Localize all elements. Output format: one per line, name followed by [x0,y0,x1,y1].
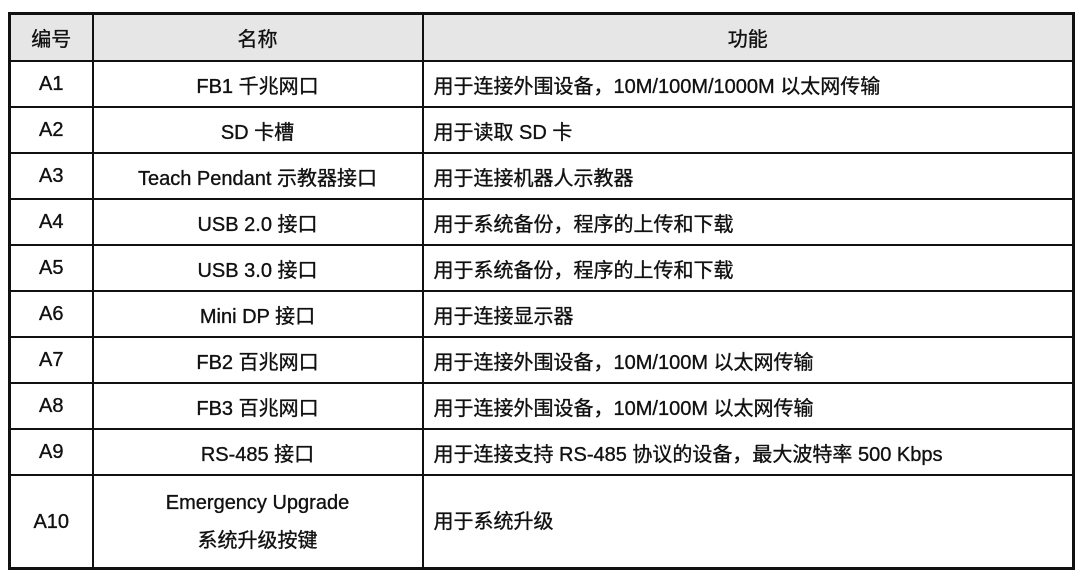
name-line-2: 系统升级按键 [197,529,318,552]
cell-id: A9 [8,428,94,476]
table-row: A2 SD 卡槽 用于读取 SD 卡 [8,106,1075,154]
header-id: 编号 [8,12,94,62]
header-name: 名称 [91,12,424,62]
table-row: A9 RS-485 接口 用于连接支持 RS-485 协议的设备，最大波特率 500… [8,428,1075,476]
cell-function: 用于连接机器人示教器 [421,152,1075,200]
cell-name: Mini DP 接口 [91,290,424,338]
cell-function: 用于连接显示器 [421,290,1075,338]
header-function: 功能 [421,12,1075,62]
cell-id: A4 [8,198,94,246]
cell-id: A5 [8,244,94,292]
table-row: A4 USB 2.0 接口 用于系统备份，程序的上传和下载 [8,198,1075,246]
cell-function: 用于系统备份，程序的上传和下载 [421,198,1075,246]
table-row: A10 Emergency Upgrade 系统升级按键 用于系统升级 [8,474,1075,570]
cell-name: Emergency Upgrade 系统升级按键 [91,474,424,570]
cell-function: 用于连接外围设备，10M/100M/1000M 以太网传输 [421,60,1075,108]
cell-name: USB 3.0 接口 [91,244,424,292]
cell-id: A8 [8,382,94,430]
table-row: A5 USB 3.0 接口 用于系统备份，程序的上传和下载 [8,244,1075,292]
cell-function: 用于连接支持 RS-485 协议的设备，最大波特率 500 Kbps [421,428,1075,476]
port-table: 编号 名称 功能 A1 FB1 千兆网口 用于连接外围设备，10M/100M/100… [8,12,1075,570]
table-row: A7 FB2 百兆网口 用于连接外围设备，10M/100M 以太网传输 [8,336,1075,384]
cell-id: A7 [8,336,94,384]
table-row: A8 FB3 百兆网口 用于连接外围设备，10M/100M 以太网传输 [8,382,1075,430]
cell-name: FB3 百兆网口 [91,382,424,430]
cell-function: 用于系统升级 [421,474,1075,570]
cell-name: FB1 千兆网口 [91,60,424,108]
cell-id: A3 [8,152,94,200]
cell-function: 用于读取 SD 卡 [421,106,1075,154]
cell-id: A2 [8,106,94,154]
name-line-1: Emergency Upgrade [165,491,350,514]
header-row: 编号 名称 功能 [8,12,1075,62]
cell-function: 用于系统备份，程序的上传和下载 [421,244,1075,292]
cell-name: Teach Pendant 示教器接口 [91,152,424,200]
cell-id: A10 [8,474,94,570]
cell-name: USB 2.0 接口 [91,198,424,246]
cell-id: A6 [8,290,94,338]
table-row: A1 FB1 千兆网口 用于连接外围设备，10M/100M/1000M 以太网传输 [8,60,1075,108]
cell-name: RS-485 接口 [91,428,424,476]
table-row: A3 Teach Pendant 示教器接口 用于连接机器人示教器 [8,152,1075,200]
cell-name: SD 卡槽 [91,106,424,154]
table-row: A6 Mini DP 接口 用于连接显示器 [8,290,1075,338]
cell-function: 用于连接外围设备，10M/100M 以太网传输 [421,382,1075,430]
cell-function: 用于连接外围设备，10M/100M 以太网传输 [421,336,1075,384]
cell-id: A1 [8,60,94,108]
cell-name: FB2 百兆网口 [91,336,424,384]
